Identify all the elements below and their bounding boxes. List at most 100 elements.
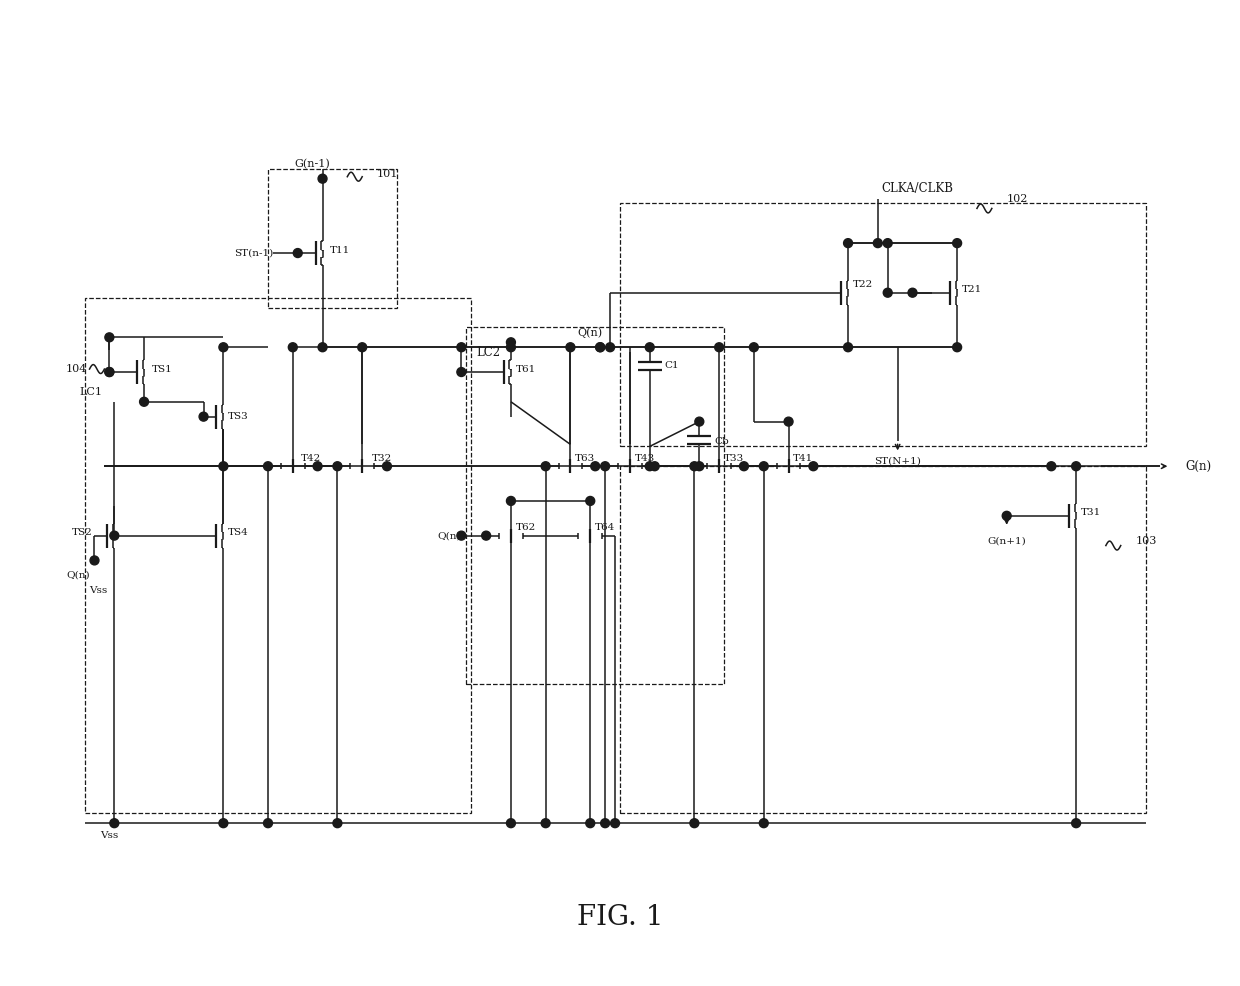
Circle shape <box>481 531 491 540</box>
Circle shape <box>264 461 273 470</box>
Text: 102: 102 <box>1007 193 1028 203</box>
Circle shape <box>784 417 794 426</box>
Circle shape <box>600 461 610 470</box>
Circle shape <box>456 531 466 540</box>
Circle shape <box>456 368 466 377</box>
Text: Cb: Cb <box>714 437 729 446</box>
Text: Q(n): Q(n) <box>578 327 603 337</box>
Circle shape <box>506 338 516 347</box>
Circle shape <box>585 818 595 827</box>
Circle shape <box>506 343 516 352</box>
Circle shape <box>314 461 322 470</box>
Text: TS1: TS1 <box>151 365 172 374</box>
Circle shape <box>585 497 595 506</box>
Circle shape <box>294 248 303 257</box>
Circle shape <box>565 343 575 352</box>
Bar <box>620 466 1146 813</box>
Text: G(n+1): G(n+1) <box>987 536 1025 545</box>
Circle shape <box>600 818 610 827</box>
Text: T64: T64 <box>595 524 615 532</box>
Circle shape <box>595 343 605 352</box>
Circle shape <box>334 818 342 827</box>
Circle shape <box>456 343 466 352</box>
Circle shape <box>739 461 749 470</box>
Circle shape <box>219 461 228 470</box>
Circle shape <box>110 818 119 827</box>
Circle shape <box>605 343 615 352</box>
Text: T61: T61 <box>516 365 536 374</box>
Text: T21: T21 <box>962 285 982 294</box>
Circle shape <box>645 343 655 352</box>
Circle shape <box>595 343 605 352</box>
Circle shape <box>843 239 853 247</box>
Circle shape <box>319 175 327 183</box>
Circle shape <box>1071 461 1080 470</box>
Circle shape <box>694 417 704 426</box>
Circle shape <box>590 461 600 470</box>
Circle shape <box>645 461 655 470</box>
Circle shape <box>694 461 704 470</box>
Circle shape <box>749 343 759 352</box>
Circle shape <box>105 333 114 342</box>
Text: ST(N+1): ST(N+1) <box>874 457 921 465</box>
Circle shape <box>759 818 769 827</box>
Circle shape <box>1047 461 1055 470</box>
Text: T63: T63 <box>575 454 595 462</box>
Text: CLKA/CLKB: CLKA/CLKB <box>882 182 954 195</box>
Circle shape <box>1002 512 1011 521</box>
Text: T31: T31 <box>1081 509 1101 518</box>
Circle shape <box>714 343 724 352</box>
Bar <box>620 203 1146 447</box>
Text: FIG. 1: FIG. 1 <box>577 904 663 931</box>
Text: LC1: LC1 <box>79 387 103 396</box>
Text: LC2: LC2 <box>476 346 501 359</box>
Text: T62: T62 <box>516 524 536 532</box>
Circle shape <box>289 343 298 352</box>
Text: C1: C1 <box>665 361 680 370</box>
Circle shape <box>1071 818 1080 827</box>
Text: T22: T22 <box>853 280 873 289</box>
Circle shape <box>689 818 699 827</box>
Circle shape <box>808 461 818 470</box>
Bar <box>84 298 471 813</box>
Circle shape <box>883 239 893 247</box>
Circle shape <box>883 288 893 297</box>
Circle shape <box>105 368 114 377</box>
Circle shape <box>91 556 99 565</box>
Text: T32: T32 <box>372 454 392 462</box>
Circle shape <box>382 461 392 470</box>
Circle shape <box>200 412 208 421</box>
Circle shape <box>689 461 699 470</box>
Text: G(n-1): G(n-1) <box>295 159 331 169</box>
Circle shape <box>908 288 916 297</box>
Text: TS4: TS4 <box>228 528 249 537</box>
Text: TS3: TS3 <box>228 412 249 421</box>
Text: TS2: TS2 <box>72 528 93 537</box>
Circle shape <box>219 343 228 352</box>
Text: 104: 104 <box>66 364 87 374</box>
Text: T41: T41 <box>794 454 813 462</box>
Circle shape <box>334 461 342 470</box>
Text: T33: T33 <box>724 454 744 462</box>
Text: Vss: Vss <box>100 830 119 840</box>
Circle shape <box>264 818 273 827</box>
Circle shape <box>357 343 367 352</box>
Circle shape <box>873 239 883 247</box>
Bar <box>268 169 397 308</box>
Text: Vss: Vss <box>89 586 108 595</box>
Circle shape <box>843 343 853 352</box>
Text: G(n): G(n) <box>1185 459 1211 472</box>
Text: T11: T11 <box>330 246 351 254</box>
Circle shape <box>140 397 149 406</box>
Circle shape <box>650 461 660 470</box>
Circle shape <box>219 818 228 827</box>
Bar <box>466 327 724 684</box>
Circle shape <box>319 343 327 352</box>
Text: Q(n): Q(n) <box>66 571 89 580</box>
Circle shape <box>506 818 516 827</box>
Circle shape <box>952 343 961 352</box>
Text: 101: 101 <box>377 169 398 178</box>
Circle shape <box>952 239 961 247</box>
Text: T43: T43 <box>635 454 655 462</box>
Text: T42: T42 <box>300 454 321 462</box>
